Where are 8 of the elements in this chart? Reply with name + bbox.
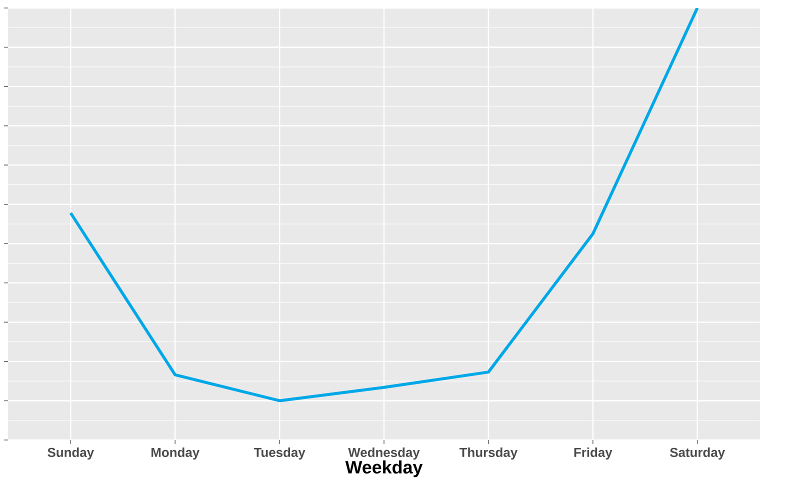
x-axis-title: Weekday (345, 460, 423, 478)
x-tick-label: Monday (152, 448, 200, 460)
x-tick-label: Sunday (48, 448, 94, 460)
x-tick-label: Tuesday (254, 448, 306, 460)
x-tick-label: Friday (574, 448, 612, 460)
x-tick-label: Saturday (670, 448, 725, 460)
x-tick-label: Thursday (459, 448, 518, 460)
x-tick-label: Wednesday (348, 448, 420, 460)
